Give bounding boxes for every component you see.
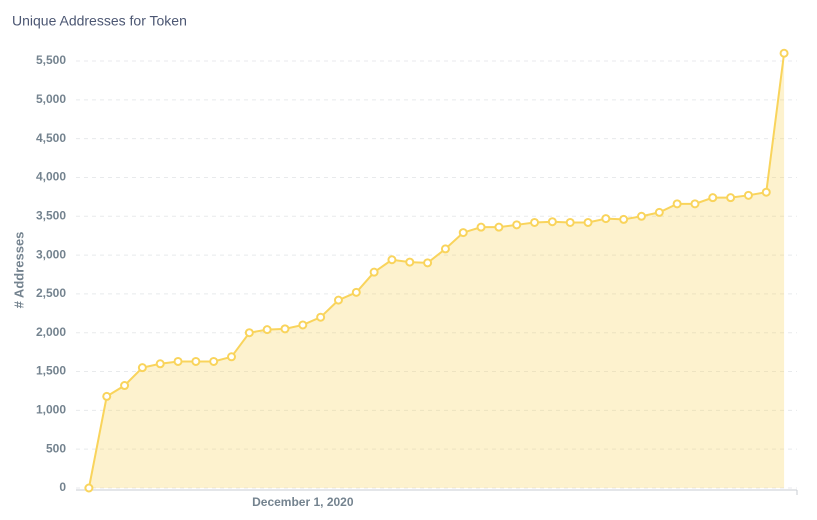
point [280,324,290,334]
point [102,391,112,401]
y-tick-label: 4,000 [36,170,66,184]
y-tick-label: 3,000 [36,247,66,261]
point [84,483,94,493]
point [583,217,593,227]
y-tick-label: 3,500 [36,208,66,222]
y-tick-label: 5,000 [36,92,66,106]
point [440,244,450,254]
point [423,258,433,268]
point [636,211,646,221]
point [672,199,682,209]
point [173,356,183,366]
point [351,287,361,297]
point [244,328,254,338]
y-tick-label: 0 [59,480,66,494]
point [369,267,379,277]
point [209,356,219,366]
point [565,217,575,227]
y-tick-label: 4,500 [36,131,66,145]
point [654,207,664,217]
y-axis-label: # Addresses [11,232,26,309]
point [476,222,486,232]
point [155,359,165,369]
point [547,217,557,227]
point [227,352,237,362]
point [619,214,629,224]
point [512,220,522,230]
chart-title: Unique Addresses for Token [12,13,187,29]
x-tick-label: December 1, 2020 [252,495,354,509]
y-tick-label: 5,500 [36,53,66,67]
line [87,53,786,489]
point [726,193,736,203]
point [494,222,504,232]
point [708,193,718,203]
point [530,217,540,227]
y-tick-label: 1,500 [36,364,66,378]
point [333,295,343,305]
point [137,363,147,373]
point [601,214,611,224]
point [316,312,326,322]
point [743,190,753,200]
point [262,325,272,335]
point [120,381,130,391]
y-tick-label: 500 [46,441,66,455]
point [458,228,468,238]
y-tick-label: 2,500 [36,286,66,300]
point [191,356,201,366]
y-tick-label: 1,000 [36,403,66,417]
point [405,257,415,267]
point [298,320,308,330]
point [761,187,771,197]
point [387,255,397,265]
y-tick-label: 2,000 [36,325,66,339]
point [779,48,789,58]
area [88,53,785,489]
point [690,199,700,209]
